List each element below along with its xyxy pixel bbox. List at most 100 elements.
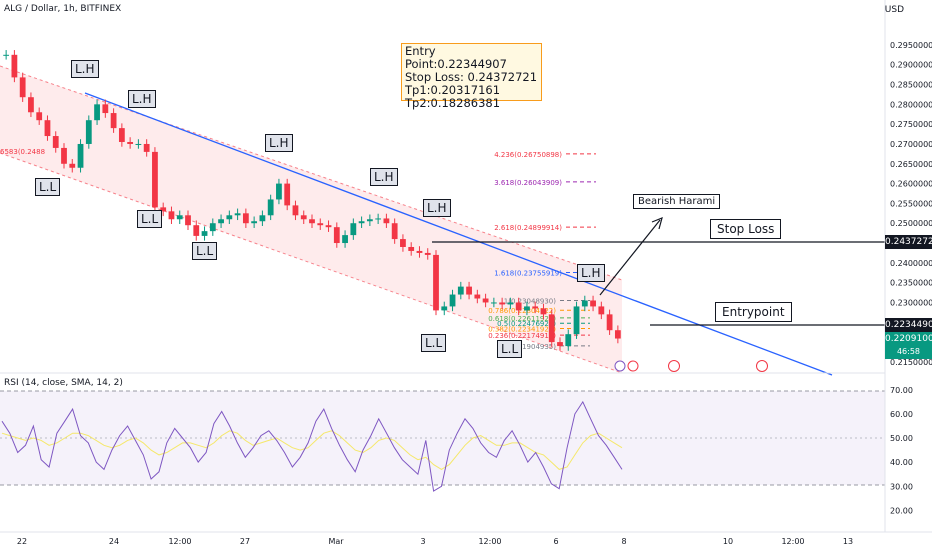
candle-body bbox=[540, 308, 547, 315]
bearish-harami-label[interactable]: Bearish Harami bbox=[633, 194, 721, 209]
swing-label-ll[interactable]: L.L bbox=[192, 242, 218, 260]
swing-label-lh[interactable]: L.H bbox=[423, 199, 451, 217]
candle-body bbox=[218, 219, 224, 224]
candle-body bbox=[19, 77, 26, 98]
rsi-line bbox=[1, 400, 623, 492]
candle-body bbox=[532, 306, 539, 309]
candle-body bbox=[598, 306, 605, 315]
stop-price-tag: 0.24372721 bbox=[885, 235, 932, 249]
candle-body bbox=[226, 215, 233, 220]
time-tick-label: 3 bbox=[420, 537, 425, 546]
candle-body bbox=[416, 250, 423, 253]
candle-body bbox=[457, 286, 464, 295]
candle-body bbox=[292, 205, 299, 216]
candle-body bbox=[176, 215, 183, 220]
candle-body bbox=[135, 143, 142, 145]
swing-label-lh[interactable]: L.H bbox=[370, 168, 398, 186]
candle-body bbox=[110, 113, 117, 129]
rsi-band bbox=[0, 391, 885, 485]
candle-body bbox=[350, 223, 357, 236]
time-tick-label: 6 bbox=[553, 537, 558, 546]
candle-body bbox=[143, 143, 150, 152]
us-flag-icon[interactable] bbox=[756, 360, 768, 372]
swing-label-lh[interactable]: L.H bbox=[128, 90, 156, 108]
event-icon[interactable] bbox=[614, 360, 626, 372]
candle-body bbox=[102, 104, 109, 114]
rsi-tick-label: 30.00 bbox=[890, 482, 913, 491]
swing-label-lh[interactable]: L.H bbox=[71, 60, 99, 78]
fib-level-label: 0.5(0.22476924) bbox=[497, 320, 556, 328]
rsi-axis[interactable]: 70.00 60.00 50.00 40.00 30.00 20.00 bbox=[890, 386, 913, 516]
candle-body bbox=[52, 136, 59, 148]
time-axis[interactable]: 22 24 12:00 27 Mar 3 12:00 6 8 10 12:00 13 bbox=[17, 537, 853, 546]
candle-body bbox=[160, 207, 167, 212]
candle-body bbox=[201, 231, 208, 236]
candle-body bbox=[284, 183, 291, 206]
candle-body bbox=[185, 215, 191, 226]
current-price-tag: 0.22091000 bbox=[885, 332, 932, 346]
fib-level-label: 0.618(0.22611925) bbox=[488, 315, 556, 323]
candle-body bbox=[614, 330, 621, 339]
descending-trendline bbox=[84, 92, 833, 376]
fib-level-label: 0.382(0.22341923) bbox=[488, 326, 556, 334]
candle-body bbox=[309, 219, 315, 224]
candle-body bbox=[449, 294, 456, 307]
candle-body bbox=[581, 300, 588, 307]
entrypoint-label[interactable]: Entrypoint bbox=[715, 302, 792, 322]
candle-body bbox=[400, 239, 406, 247]
us-flag-icon[interactable] bbox=[627, 360, 639, 372]
swing-label-ll[interactable]: L.L bbox=[137, 210, 163, 228]
candle-body bbox=[606, 314, 613, 331]
candle-body bbox=[507, 302, 514, 305]
candle-body bbox=[573, 306, 580, 335]
candle-body bbox=[482, 298, 489, 303]
candle-body bbox=[515, 302, 522, 311]
trade-info-box[interactable]: Entry Point:0.22344907 Stop Loss: 0.2437… bbox=[401, 43, 542, 110]
time-tick-label: 10 bbox=[723, 537, 733, 546]
rsi-tick-label: 60.00 bbox=[890, 410, 913, 419]
candle-body bbox=[28, 97, 34, 113]
candle-body bbox=[524, 306, 530, 311]
candle-body bbox=[127, 141, 134, 144]
candle-body bbox=[366, 219, 373, 222]
candle-body bbox=[234, 213, 241, 216]
swing-label-ll[interactable]: L.L bbox=[421, 334, 447, 352]
candle-body bbox=[11, 54, 18, 78]
fib-level-label: 0.236(0.22174918) bbox=[488, 332, 556, 340]
candle-body bbox=[466, 286, 472, 295]
candle-body bbox=[499, 302, 506, 305]
stop-loss-label[interactable]: Stop Loss bbox=[710, 219, 782, 239]
candle-body bbox=[474, 294, 481, 299]
time-tick-label: 24 bbox=[109, 537, 119, 546]
candle-body bbox=[69, 163, 76, 168]
channel-lower-dashed bbox=[0, 152, 623, 374]
rsi-title: RSI (14, close, SMA, 14, 2) bbox=[4, 378, 123, 388]
swing-label-lh[interactable]: L.H bbox=[265, 134, 293, 152]
candle-body bbox=[565, 334, 572, 347]
us-flag-icon[interactable] bbox=[668, 360, 680, 372]
bearish-harami-arrow bbox=[599, 219, 661, 296]
candle-body bbox=[375, 218, 382, 220]
candle-body bbox=[193, 225, 200, 236]
candlesticks bbox=[3, 50, 621, 351]
chart-title: ALG / Dollar, 1h, BITFINEX bbox=[4, 4, 122, 14]
candle-body bbox=[251, 221, 258, 224]
entry-text: Entry Point:0.22344907 bbox=[405, 44, 507, 71]
candle-body bbox=[44, 120, 51, 137]
rsi-tick-label: 70.00 bbox=[890, 386, 913, 395]
arrow-head bbox=[651, 216, 663, 230]
swing-label-ll[interactable]: L.L bbox=[497, 340, 523, 358]
fib-level-label: 3.618(0.26043909) bbox=[494, 179, 562, 187]
candle-body bbox=[548, 314, 555, 343]
swing-label-lh[interactable]: L.H bbox=[577, 264, 605, 282]
candle-body bbox=[408, 246, 415, 251]
swing-label-ll[interactable]: L.L bbox=[35, 178, 61, 196]
